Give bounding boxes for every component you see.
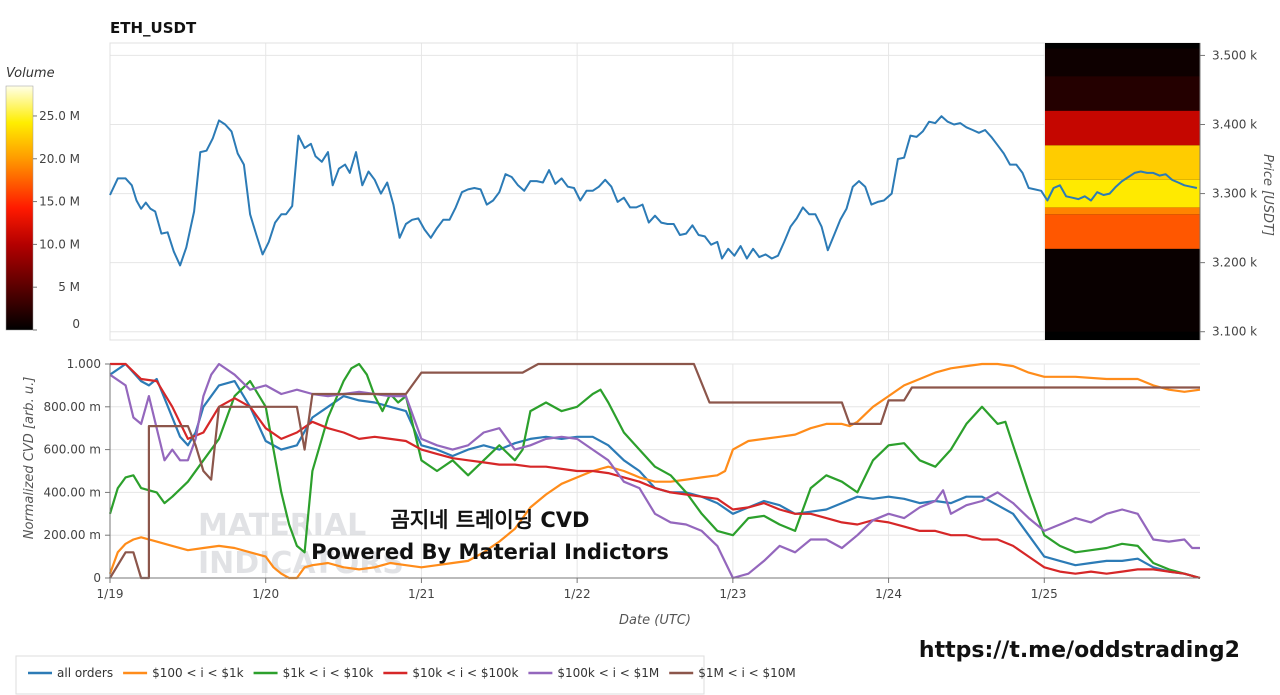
legend-label: $10k < i < $100k [412,666,518,680]
colorbar [5,85,34,331]
x-tick-label: 1/23 [719,587,746,601]
price-grid [109,42,1201,341]
cvd-line [109,362,1201,580]
overlay-title: 곰지네 트레이딩 CVD [391,508,590,532]
colorbar-ticks: 0 5 M 10.0 M 15.0 M 20.0 M 25.0 M [33,109,80,331]
price-axis-title: Price [USDT] [1260,154,1275,236]
legend-label: all orders [57,666,113,680]
overlay-subtitle: Powered By Material Indictors [311,540,669,564]
svg-text:INDICATORS: INDICATORS [198,546,404,581]
x-tick-label: 1/20 [252,587,279,601]
price-tick-label: 3.300 k [1212,187,1257,201]
colorbar-tick-label: 25.0 M [39,109,80,123]
x-axis-title: Date (UTC) [619,613,691,628]
heatmap-cell [1045,207,1200,215]
price-y-axis: 3.100 k 3.200 k 3.300 k 3.400 k 3.500 k [1199,43,1257,340]
cvd-tick-label: 200.00 m [44,528,102,542]
price-line [109,115,1198,267]
colorbar-tick-label: 15.0 M [39,195,80,209]
cvd-axis-title: Normalized CVD [arb. u.] [22,377,37,540]
svg-text:MATERIAL: MATERIAL [198,508,366,543]
heatmap-cell [1045,48,1200,77]
x-tick-label: 1/19 [97,587,124,601]
legend-label: $100k < i < $1M [557,666,659,680]
material-indicators-watermark: MATERIAL INDICATORS [198,508,404,581]
heatmap-cell [1045,179,1200,208]
cvd-line [109,362,1200,580]
cvd-series [108,362,1201,580]
cvd-tick-label: 600.00 m [44,443,102,457]
legend-box [15,655,705,695]
cvd-line [110,362,1201,580]
chart-title: ETH_USDT [110,19,197,37]
colorbar-tick-label: 10.0 M [39,237,80,251]
telegram-url[interactable]: https://t.me/oddstrading2 [919,638,1240,663]
x-tick-label: 1/21 [408,587,435,601]
x-tick-label: 1/25 [1031,587,1058,601]
heatmap-cell [1045,76,1200,111]
legend-label: $1M < i < $10M [698,666,796,680]
cvd-tick-label: 1.000 [67,357,101,371]
cvd-tick-label: 0 [93,571,101,585]
cvd-line [109,362,1200,580]
heatmap-cell [1045,214,1200,249]
colorbar-tick-label: 20.0 M [39,152,80,166]
cvd-tick-label: 400.00 m [44,485,102,499]
heatmap-cell [1045,248,1200,332]
x-tick-label: 1/24 [875,587,902,601]
cvd-tick-label: 800.00 m [44,400,102,414]
date-x-axis: 1/19 1/20 1/21 1/22 1/23 1/24 1/25 [97,577,1200,601]
price-tick-label: 3.100 k [1212,325,1257,339]
x-tick-label: 1/22 [564,587,591,601]
price-tick-label: 3.200 k [1212,256,1257,270]
colorbar-title: Volume [6,66,55,81]
colorbar-tick-label: 0 [72,317,80,331]
price-plot-frame [109,42,1201,341]
price-tick-label: 3.400 k [1212,118,1257,132]
price-tick-label: 3.500 k [1212,48,1257,62]
cvd-y-axis: 0 200.00 m 400.00 m 600.00 m 800.00 m 1.000 [44,357,111,585]
legend-label: $100 < i < $1k [152,666,244,680]
cvd-line [108,362,1201,580]
volume-heatmap [1045,43,1200,340]
price-series [109,115,1198,267]
heatmap-cell [1045,110,1200,146]
heatmap-cell [1045,145,1200,180]
legend: all orders $100 < i < $1k $1k < i < $10k $1… [28,666,796,680]
cvd-line [108,362,1201,580]
legend-label: $1k < i < $10k [283,666,374,680]
colorbar-tick-label: 5 M [58,280,80,294]
